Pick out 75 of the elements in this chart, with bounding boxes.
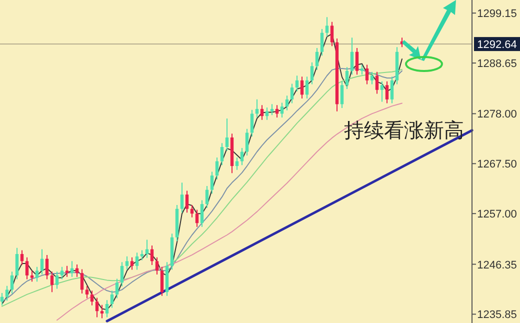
candlestick xyxy=(60,266,64,280)
candlestick xyxy=(320,28,324,56)
candlestick xyxy=(90,290,94,306)
candlestick xyxy=(390,76,394,104)
candlestick xyxy=(285,95,289,111)
candlestick xyxy=(85,285,89,299)
candlestick xyxy=(225,118,229,152)
y-tick-label: 1299.15 xyxy=(477,8,517,20)
candlestick xyxy=(305,76,309,99)
candlestick xyxy=(385,80,389,104)
candlestick xyxy=(140,250,144,261)
candlestick xyxy=(280,102,284,118)
candlestick xyxy=(110,290,114,308)
candlestick xyxy=(5,285,9,302)
candlestick xyxy=(240,147,244,166)
candlestick xyxy=(160,266,164,296)
candlestick xyxy=(180,182,184,214)
candlestick xyxy=(205,186,209,208)
candlestick xyxy=(135,252,139,270)
candlestick xyxy=(65,265,69,278)
line-series xyxy=(56,102,402,321)
candlestick xyxy=(295,75,299,92)
ref-line-label: 1292.64 xyxy=(477,39,517,52)
candlestick xyxy=(245,128,249,156)
y-tick-label: 1235.85 xyxy=(477,309,517,322)
candlestick xyxy=(350,37,354,76)
candlestick xyxy=(345,66,349,90)
candlestick xyxy=(375,71,379,94)
candlestick xyxy=(330,21,334,47)
candlestick xyxy=(200,200,204,228)
candlestick xyxy=(210,171,214,194)
candlestick xyxy=(315,48,319,70)
candlestick xyxy=(95,297,99,318)
candlestick xyxy=(15,247,19,280)
candlestick xyxy=(260,104,264,120)
candlestick xyxy=(325,16,329,38)
candlestick xyxy=(100,304,104,319)
y-tick-label: 1278.00 xyxy=(477,108,517,121)
candlestick xyxy=(370,71,374,85)
y-tick-label: 1288.65 xyxy=(477,58,517,70)
candlestick xyxy=(45,254,49,280)
candlestick xyxy=(105,300,109,318)
candlestick xyxy=(20,250,24,266)
candlestick xyxy=(340,80,344,108)
candlestick xyxy=(55,271,59,290)
candlestick xyxy=(270,104,274,116)
candlestick xyxy=(355,48,359,76)
candlestick xyxy=(290,83,294,104)
candlestick xyxy=(220,142,224,166)
candlestick xyxy=(300,76,304,99)
candlestick xyxy=(365,64,369,85)
candlestick xyxy=(25,256,29,280)
candlestick xyxy=(130,256,134,270)
candlestick xyxy=(30,270,34,282)
y-tick-label: 1246.35 xyxy=(477,259,517,272)
candlestick xyxy=(195,209,199,228)
candlestick xyxy=(10,271,14,294)
candlestick xyxy=(115,278,119,299)
candlestick xyxy=(185,190,189,214)
y-tick-label: 1257.00 xyxy=(477,208,517,221)
candlestick xyxy=(120,262,124,287)
candlestick xyxy=(380,80,384,102)
candlestick xyxy=(80,268,84,294)
candlestick xyxy=(250,109,254,138)
candlestick xyxy=(35,266,39,282)
candlestick xyxy=(40,248,44,275)
candlestick xyxy=(150,244,154,266)
annotation: 持续看涨新高 xyxy=(344,119,464,142)
candlestick xyxy=(215,156,219,180)
candlestick xyxy=(155,256,159,275)
candlestick xyxy=(125,256,129,270)
candlestick xyxy=(50,271,54,293)
y-tick-label: 1267.50 xyxy=(477,158,517,171)
candlestick xyxy=(310,62,314,85)
candlestick xyxy=(360,64,364,76)
